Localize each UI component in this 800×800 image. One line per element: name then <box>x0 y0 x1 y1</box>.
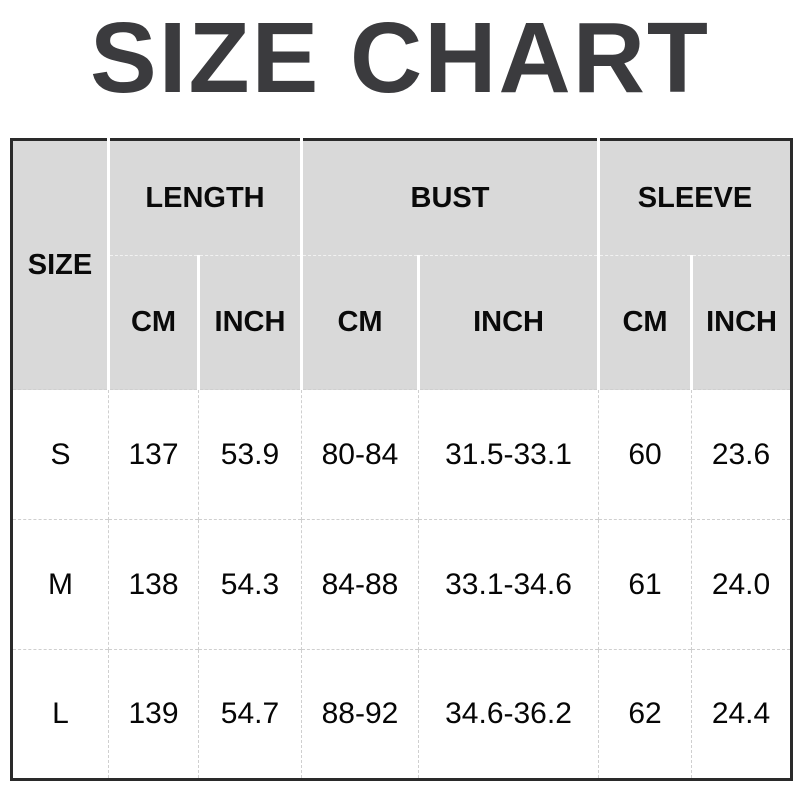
column-group-sleeve: SLEEVE <box>598 139 792 256</box>
cell-sleeve-cm: 62 <box>598 649 693 780</box>
size-chart-table: SIZE LENGTH BUST SLEEVE CM INCH CM INCH … <box>10 138 794 781</box>
column-header-sleeve-inch: INCH <box>691 255 792 390</box>
cell-size: S <box>11 389 109 520</box>
cell-bust-inch: 34.6-36.2 <box>418 649 600 780</box>
cell-bust-inch: 33.1-34.6 <box>418 519 600 650</box>
header-group-row: SIZE LENGTH BUST SLEEVE <box>11 139 792 390</box>
column-header-sleeve-cm: CM <box>598 255 694 390</box>
cell-sleeve-inch: 23.6 <box>691 389 792 520</box>
column-header-bust-inch: INCH <box>418 255 601 390</box>
column-group-length: LENGTH <box>108 139 303 256</box>
column-header-bust-cm: CM <box>301 255 420 390</box>
cell-bust-cm: 80-84 <box>301 389 419 520</box>
cell-length-inch: 53.9 <box>198 389 302 520</box>
cell-length-inch: 54.3 <box>198 519 302 650</box>
cell-length-inch: 54.7 <box>198 649 302 780</box>
cell-length-cm: 138 <box>108 519 199 650</box>
column-header-length-inch: INCH <box>198 255 303 390</box>
column-header-length-cm: CM <box>108 255 200 390</box>
cell-length-cm: 137 <box>108 389 199 520</box>
table-body: S 137 53.9 80-84 31.5-33.1 60 23.6 M 138… <box>11 389 792 780</box>
table-row-size-m: M 138 54.3 84-88 33.1-34.6 61 24.0 <box>11 519 792 650</box>
cell-sleeve-inch: 24.4 <box>691 649 792 780</box>
cell-bust-inch: 31.5-33.1 <box>418 389 600 520</box>
cell-bust-cm: 84-88 <box>301 519 419 650</box>
cell-sleeve-cm: 61 <box>598 519 693 650</box>
cell-size: M <box>11 519 109 650</box>
table-header: SIZE LENGTH BUST SLEEVE CM INCH CM INCH … <box>11 139 792 390</box>
cell-sleeve-inch: 24.0 <box>691 519 792 650</box>
cell-sleeve-cm: 60 <box>598 389 693 520</box>
header-unit-row: CM INCH CM INCH CM INCH <box>12 255 792 390</box>
table-row-size-l: L 139 54.7 88-92 34.6-36.2 62 24.4 <box>11 649 792 780</box>
column-group-bust: BUST <box>301 139 601 256</box>
cell-size: L <box>11 649 109 780</box>
cell-length-cm: 139 <box>108 649 199 780</box>
page-title: SIZE CHART <box>90 2 710 114</box>
table-row-size-s: S 137 53.9 80-84 31.5-33.1 60 23.6 <box>11 389 792 520</box>
column-header-size: SIZE <box>11 139 110 390</box>
cell-bust-cm: 88-92 <box>301 649 419 780</box>
